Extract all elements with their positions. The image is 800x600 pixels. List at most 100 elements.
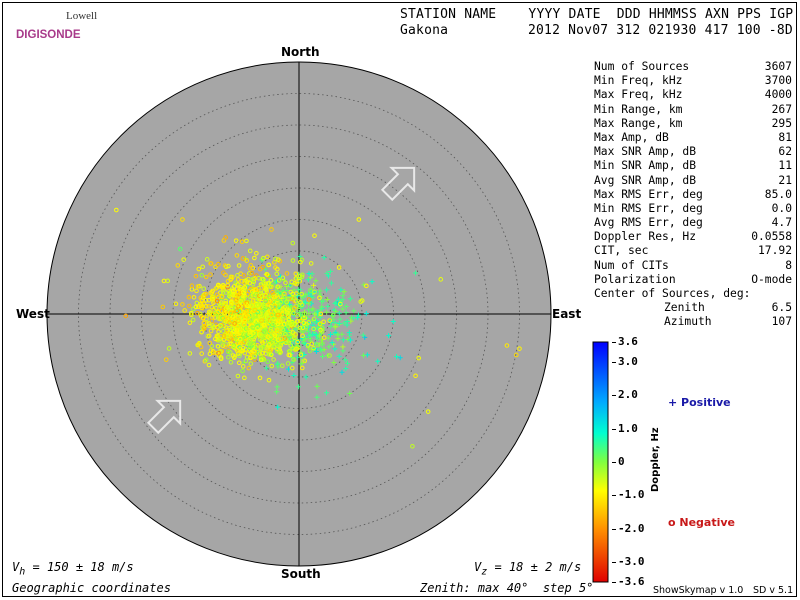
source-negative	[249, 303, 255, 308]
colorbar-tick-label: 2.0	[618, 388, 638, 402]
source-negative	[299, 291, 304, 297]
source-negative	[258, 357, 264, 363]
source-negative	[265, 359, 271, 365]
source-positive	[317, 288, 323, 294]
source-negative	[293, 271, 299, 277]
source-negative	[240, 368, 245, 374]
source-positive	[325, 303, 331, 309]
source-positive	[325, 335, 331, 341]
source-negative	[299, 365, 305, 371]
source-negative	[232, 345, 237, 351]
source-negative	[336, 265, 342, 270]
source-negative	[269, 312, 274, 318]
source-negative	[265, 334, 271, 340]
stat-value: 0.0558	[751, 230, 792, 244]
source-negative	[235, 277, 241, 282]
source-negative	[272, 333, 278, 338]
direction-east: East	[552, 307, 582, 321]
source-positive	[306, 307, 312, 313]
source-negative	[235, 351, 241, 356]
source-positive	[308, 332, 314, 338]
source-positive	[336, 310, 342, 316]
header-labels: STATION NAME YYYY DATE DDD HHMMSS AXN PP…	[400, 7, 794, 22]
source-negative	[292, 306, 297, 311]
source-negative	[245, 315, 251, 320]
source-positive	[338, 287, 344, 293]
center-azimuth-value: 107	[771, 315, 792, 329]
source-negative	[260, 340, 265, 345]
source-negative	[215, 344, 221, 349]
source-negative	[268, 304, 274, 309]
source-negative	[286, 306, 291, 311]
source-negative	[290, 330, 296, 335]
source-negative	[277, 290, 283, 296]
source-negative	[258, 346, 264, 352]
source-negative	[268, 334, 274, 340]
source-negative	[259, 350, 265, 356]
source-negative	[294, 319, 300, 324]
credit-showskymap: ShowSkymap v 1.0	[653, 585, 744, 596]
source-negative	[217, 305, 222, 311]
source-negative	[203, 274, 209, 280]
source-negative	[187, 320, 193, 326]
source-positive	[306, 311, 312, 317]
source-negative	[227, 320, 232, 326]
stat-label: Avg SNR Amp, dB	[594, 173, 697, 187]
source-negative	[278, 336, 284, 342]
source-negative	[261, 303, 267, 309]
source-negative	[262, 323, 267, 328]
source-negative	[270, 321, 276, 326]
source-negative	[250, 299, 256, 304]
source-negative	[238, 318, 243, 324]
source-negative	[248, 343, 253, 348]
source-negative	[289, 365, 295, 371]
source-negative	[281, 321, 287, 327]
source-positive	[318, 298, 324, 304]
stats-panel: Num of Sources 3607 Min Freq, kHz 3700 Max F…	[594, 60, 792, 330]
source-positive	[343, 304, 349, 310]
source-negative	[291, 295, 297, 301]
logo-line2: DIGISONDE	[16, 29, 81, 41]
source-positive	[413, 270, 419, 276]
source-negative	[291, 357, 296, 362]
stat-row: Num of Sources 3607	[594, 60, 792, 74]
source-negative	[195, 284, 201, 289]
stat-label: Min SNR Amp, dB	[594, 159, 697, 173]
source-negative	[187, 351, 193, 356]
source-positive	[310, 331, 316, 337]
vz-subscript: z	[481, 566, 488, 578]
source-negative	[292, 335, 297, 341]
source-negative	[319, 329, 325, 334]
colorbar-tick-mark	[612, 362, 616, 363]
source-negative	[338, 301, 343, 307]
source-negative	[242, 350, 248, 356]
colorbar-tick-label: 0	[618, 455, 625, 468]
source-positive	[319, 304, 325, 310]
legend-negative: o Negative	[668, 516, 736, 529]
source-negative	[218, 356, 224, 362]
source-negative	[287, 321, 293, 326]
colorbar-tick-mark	[612, 582, 616, 583]
source-positive	[316, 333, 322, 339]
stat-label: Max Amp, dB	[594, 130, 669, 144]
source-negative	[257, 351, 263, 356]
source-negative	[207, 351, 213, 357]
stat-value: 62	[778, 145, 792, 159]
stat-row: Max Freq, kHz 4000	[594, 88, 792, 102]
source-positive	[335, 296, 341, 302]
source-negative	[298, 259, 303, 265]
source-negative	[241, 331, 246, 337]
source-negative	[241, 273, 247, 278]
source-negative	[199, 303, 205, 308]
source-positive	[318, 337, 324, 343]
source-negative	[206, 297, 212, 303]
source-negative	[238, 298, 243, 304]
stat-label: Max SNR Amp, dB	[594, 145, 697, 159]
source-negative	[206, 321, 212, 326]
source-negative	[207, 340, 213, 346]
source-negative	[364, 283, 369, 289]
colorbar-tick-mark	[612, 562, 616, 563]
source-negative	[240, 290, 246, 295]
source-negative	[272, 343, 277, 349]
source-positive	[324, 287, 330, 293]
